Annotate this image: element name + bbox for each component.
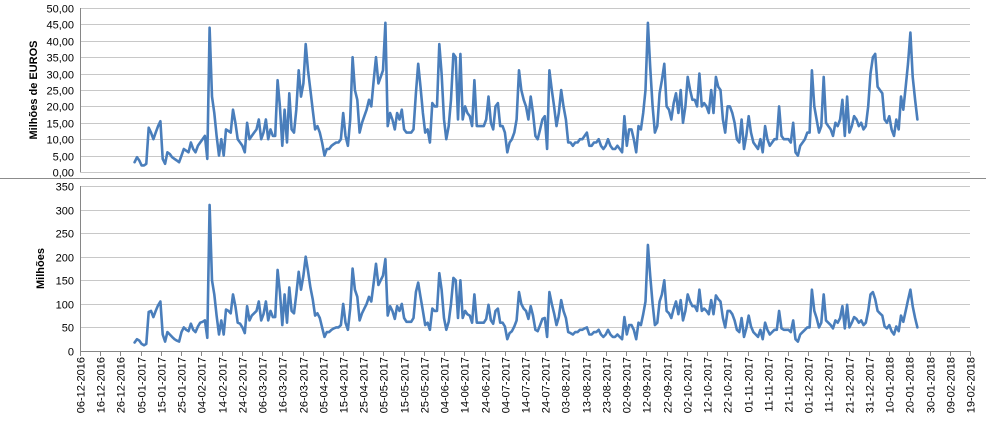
x-tick-label: 02-09-2017 (622, 357, 634, 413)
y-tick-label: 15,00 (46, 119, 74, 131)
x-tick-label: 01-11-2017 (744, 357, 756, 412)
series-line-0-0 (133, 21, 919, 167)
x-tick-label: 06-12-2016 (76, 357, 88, 413)
x-tick-label: 16-03-2017 (278, 357, 290, 413)
x-tick-label: 11-12-2017 (824, 357, 836, 412)
y-tick-label: 200 (56, 253, 74, 265)
x-tick-label: 25-05-2017 (420, 357, 432, 413)
y-tick-label: 100 (56, 300, 74, 312)
x-tick-label: 14-06-2017 (460, 357, 472, 413)
x-tick-label: 30-01-2018 (926, 357, 938, 413)
y-tick-label: 50 (62, 323, 74, 335)
y-axis-title: Milhões (35, 248, 47, 289)
x-tick-label: 15-05-2017 (400, 357, 412, 413)
y-tick-label: 0,00 (53, 168, 74, 180)
y-tick-label: 350 (56, 182, 74, 194)
y-tick-label: 0 (68, 347, 74, 359)
y-tick-label: 40,00 (46, 37, 74, 49)
x-tick-label: 11-11-2017 (764, 357, 776, 412)
x-axis-dates: 06-12-2016 16-12-2016 26-12-2016 05-01-2017… (76, 351, 978, 413)
x-tick-label: 15-01-2017 (157, 357, 169, 413)
x-tick-label: 26-03-2017 (299, 357, 311, 413)
x-tick-label: 12-10-2017 (703, 357, 715, 413)
y-tick-label: 10,00 (46, 135, 74, 147)
x-tick-label: 24-06-2017 (481, 357, 493, 413)
y-tick-label: 50,00 (46, 4, 74, 16)
x-tick-label: 21-11-2017 (784, 357, 796, 412)
top-panel-euros: 0,00 5,00 10,00 15,00 20,00 25,00 30,00 35,00 40… (28, 4, 970, 180)
y-tick-label: 20,00 (46, 102, 74, 114)
x-tick-label: 16-12-2016 (96, 357, 108, 413)
series-line-1-0 (133, 203, 919, 347)
x-tick-label: 05-05-2017 (379, 357, 391, 413)
x-tick-label: 04-07-2017 (501, 357, 513, 413)
x-tick-label: 24-02-2017 (238, 357, 250, 413)
y-tick-label: 250 (56, 229, 74, 241)
x-tick-label: 10-01-2018 (885, 357, 897, 413)
y-tick-label: 30,00 (46, 70, 74, 82)
x-tick-label: 12-09-2017 (642, 357, 654, 413)
x-tick-label: 20-01-2018 (905, 357, 917, 413)
x-tick-label: 09-02-2018 (946, 357, 958, 413)
x-tick-label: 04-02-2017 (197, 357, 209, 413)
y-axis-title: Milhões de EUROS (28, 40, 40, 139)
x-tick-label: 14-02-2017 (218, 357, 230, 413)
x-tick-label: 14-07-2017 (521, 357, 533, 413)
x-tick-label: 25-04-2017 (359, 357, 371, 413)
y-tick-label: 150 (56, 276, 74, 288)
x-tick-label: 26-12-2016 (116, 357, 128, 413)
x-tick-label: 25-01-2017 (177, 357, 189, 413)
x-tick-label: 23-08-2017 (602, 357, 614, 413)
y-tick-label: 300 (56, 206, 74, 218)
x-tick-label: 13-08-2017 (582, 357, 594, 413)
x-tick-label: 03-08-2017 (561, 357, 573, 413)
x-tick-label: 22-09-2017 (663, 357, 675, 413)
y-tick-label: 45,00 (46, 20, 74, 32)
x-tick-label: 15-04-2017 (339, 357, 351, 413)
x-tick-label: 19-02-2018 (966, 357, 978, 413)
x-tick-label: 05-04-2017 (319, 357, 331, 413)
y-tick-label: 25,00 (46, 86, 74, 98)
y-tick-label: 35,00 (46, 53, 74, 65)
x-tick-label: 05-01-2017 (137, 357, 149, 413)
x-tick-label: 24-07-2017 (541, 357, 553, 413)
y-tick-label: 5,00 (53, 152, 74, 164)
x-tick-label: 21-12-2017 (845, 357, 857, 413)
x-tick-label: 06-03-2017 (258, 357, 270, 413)
x-tick-label: 04-06-2017 (440, 357, 452, 413)
x-tick-label: 02-10-2017 (683, 357, 695, 413)
x-tick-label: 01-12-2017 (804, 357, 816, 413)
x-tick-label: 31-12-2017 (865, 357, 877, 413)
x-tick-label: 22-10-2017 (723, 357, 735, 413)
